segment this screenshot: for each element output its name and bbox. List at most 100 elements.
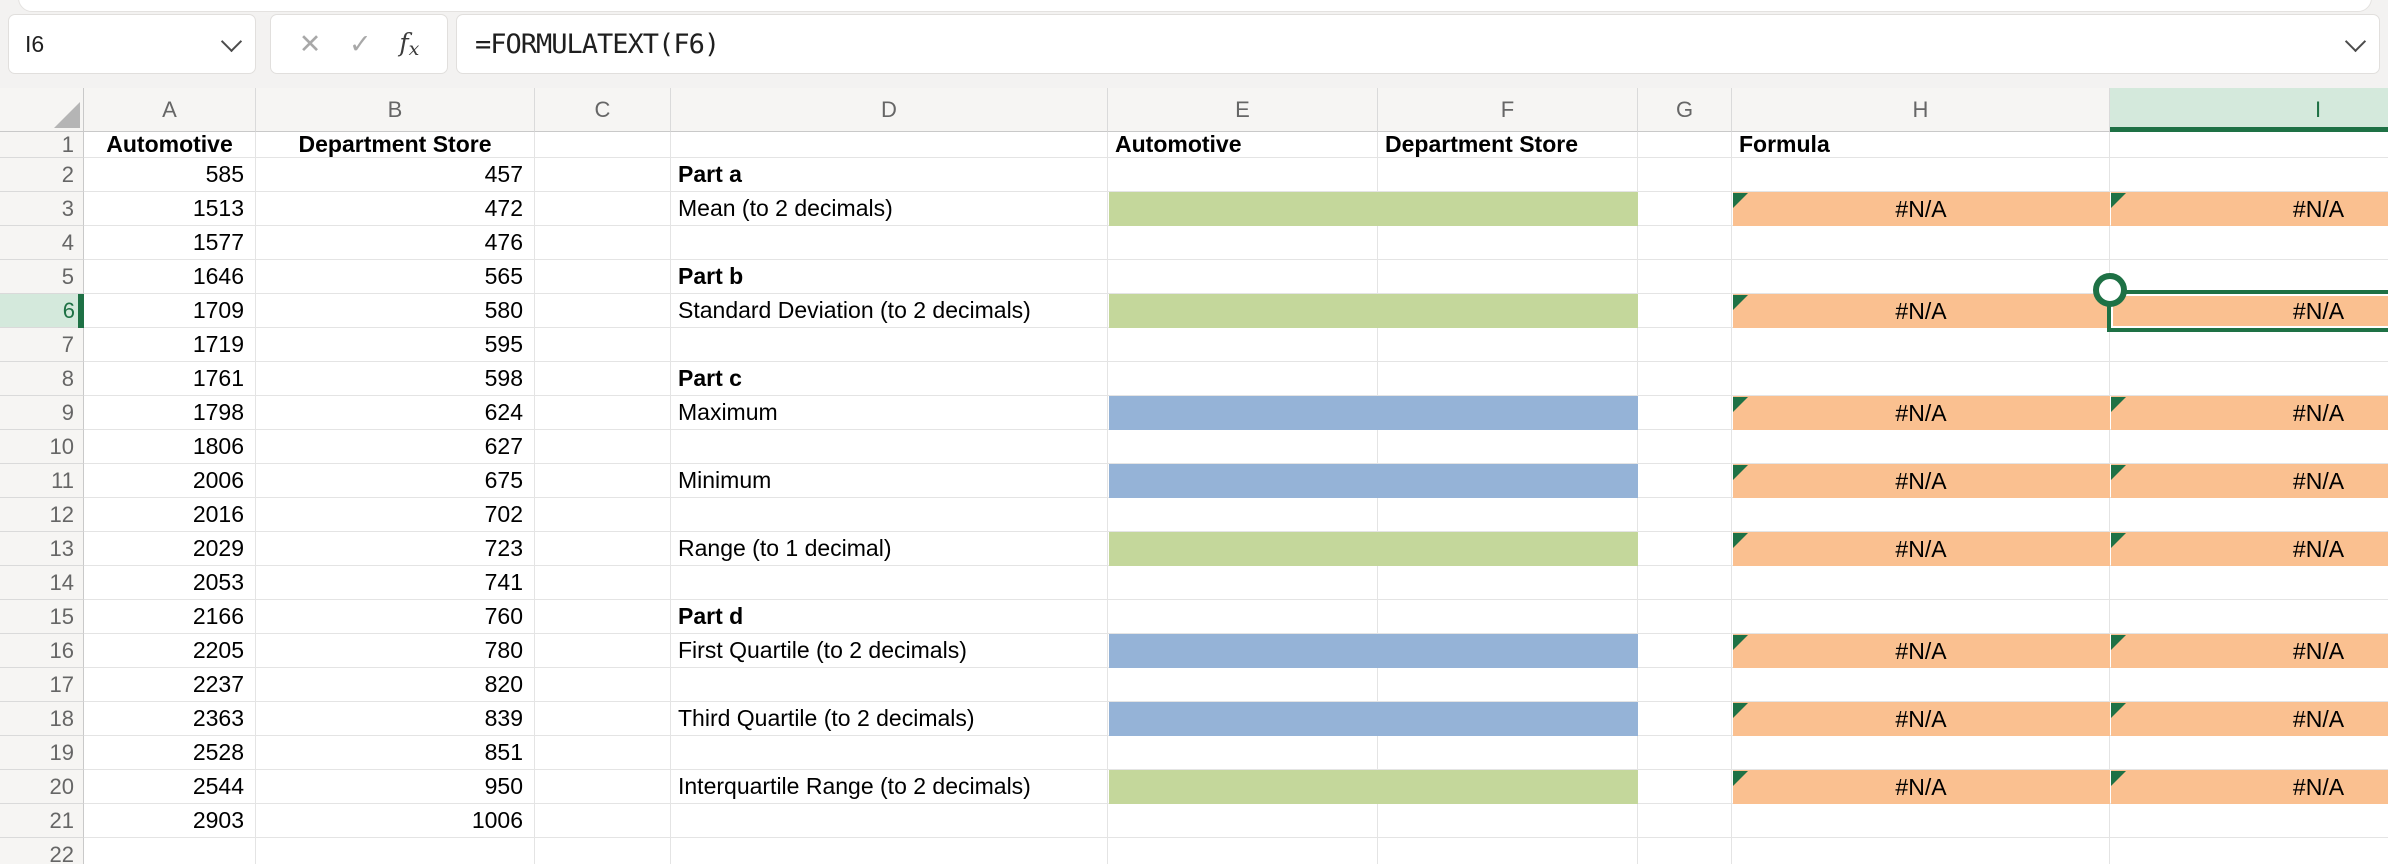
cell-C6[interactable] [535,294,671,328]
cancel-icon[interactable]: ✕ [298,28,322,59]
cell-A8[interactable]: 1761 [84,362,256,396]
merged-fill-E6-F6[interactable] [1109,294,1638,328]
cell-G14[interactable] [1638,566,1732,600]
cell-I15[interactable] [2110,600,2388,634]
cell-C21[interactable] [535,804,671,838]
cell-E15[interactable] [1108,600,1378,634]
select-all-button[interactable] [0,88,84,132]
cell-C3[interactable] [535,192,671,226]
cell-C4[interactable] [535,226,671,260]
cell-D16[interactable]: First Quartile (to 2 decimals) [671,634,1108,668]
cell-A7[interactable]: 1719 [84,328,256,362]
cell-D7[interactable] [671,328,1108,362]
column-header-C[interactable]: C [535,88,671,132]
cell-H3-error-value[interactable]: #N/A [1895,195,1947,222]
cell-E17[interactable] [1108,668,1378,702]
cell-D20[interactable]: Interquartile Range (to 2 decimals) [671,770,1108,804]
row-header-12[interactable]: 12 [0,498,84,532]
cell-A3[interactable]: 1513 [84,192,256,226]
cell-F21[interactable] [1378,804,1638,838]
cell-G13[interactable] [1638,532,1732,566]
cell-I6-error-value[interactable]: #N/A [2292,297,2345,324]
cell-B14[interactable]: 741 [256,566,535,600]
cell-I9-error-value[interactable]: #N/A [2292,399,2345,426]
cell-B9[interactable]: 624 [256,396,535,430]
cell-D5[interactable]: Part b [671,260,1108,294]
cell-A9[interactable]: 1798 [84,396,256,430]
cell-H12[interactable] [1732,498,2110,532]
cell-F2[interactable] [1378,158,1638,192]
merged-fill-E9-F9[interactable] [1109,396,1638,430]
row-header-15[interactable]: 15 [0,600,84,634]
cell-H3-error-fill[interactable] [1733,192,2110,226]
cell-G5[interactable] [1638,260,1732,294]
cell-H6-error-value[interactable]: #N/A [1895,297,1947,324]
cell-A11[interactable]: 2006 [84,464,256,498]
cell-D18[interactable]: Third Quartile (to 2 decimals) [671,702,1108,736]
cell-B4[interactable]: 476 [256,226,535,260]
cell-G4[interactable] [1638,226,1732,260]
row-header-13[interactable]: 13 [0,532,84,566]
cell-H1[interactable]: Formula [1732,132,2110,158]
cell-G10[interactable] [1638,430,1732,464]
cell-E5[interactable] [1108,260,1378,294]
cell-C8[interactable] [535,362,671,396]
cell-I12[interactable] [2110,498,2388,532]
cell-E7[interactable] [1108,328,1378,362]
cell-F10[interactable] [1378,430,1638,464]
cell-H19[interactable] [1732,736,2110,770]
cell-G18[interactable] [1638,702,1732,736]
row-header-4[interactable]: 4 [0,226,84,260]
cell-C20[interactable] [535,770,671,804]
row-header-20[interactable]: 20 [0,770,84,804]
cell-G16[interactable] [1638,634,1732,668]
cell-H9-error-fill[interactable] [1733,396,2110,430]
cell-I20-error-fill[interactable] [2111,770,2388,804]
cell-H16-error-value[interactable]: #N/A [1895,637,1947,664]
cell-I13-error-fill[interactable] [2111,532,2388,566]
cell-C9[interactable] [535,396,671,430]
row-header-21[interactable]: 21 [0,804,84,838]
cell-B6[interactable]: 580 [256,294,535,328]
insert-function-icon[interactable]: fx [399,28,420,60]
cell-F1[interactable]: Department Store [1378,132,1638,158]
cell-H11-error-value[interactable]: #N/A [1895,467,1947,494]
cell-A17[interactable]: 2237 [84,668,256,702]
cell-H8[interactable] [1732,362,2110,396]
cell-D6[interactable]: Standard Deviation (to 2 decimals) [671,294,1108,328]
cell-I22[interactable] [2110,838,2388,864]
cell-B20[interactable]: 950 [256,770,535,804]
cell-B16[interactable]: 780 [256,634,535,668]
cell-H21[interactable] [1732,804,2110,838]
merged-fill-E18-F18[interactable] [1109,702,1638,736]
formula-input[interactable]: =FORMULATEXT(F6) [456,14,2380,74]
cell-E8[interactable] [1108,362,1378,396]
merged-fill-E16-F16[interactable] [1109,634,1638,668]
cell-I7[interactable] [2110,328,2388,362]
cell-A15[interactable]: 2166 [84,600,256,634]
cell-H13-error-value[interactable]: #N/A [1895,535,1947,562]
cell-H22[interactable] [1732,838,2110,864]
cell-C5[interactable] [535,260,671,294]
cell-D19[interactable] [671,736,1108,770]
cell-B15[interactable]: 760 [256,600,535,634]
column-header-H[interactable]: H [1732,88,2110,132]
cell-H18-error-fill[interactable] [1733,702,2110,736]
cell-I21[interactable] [2110,804,2388,838]
row-header-5[interactable]: 5 [0,260,84,294]
cell-E22[interactable] [1108,838,1378,864]
cell-D10[interactable] [671,430,1108,464]
cell-H10[interactable] [1732,430,2110,464]
cell-H5[interactable] [1732,260,2110,294]
cell-D4[interactable] [671,226,1108,260]
row-header-8[interactable]: 8 [0,362,84,396]
merged-fill-E20-F20[interactable] [1109,770,1638,804]
cell-C18[interactable] [535,702,671,736]
cell-I13-error-value[interactable]: #N/A [2292,535,2345,562]
cell-G3[interactable] [1638,192,1732,226]
cell-H17[interactable] [1732,668,2110,702]
cell-G7[interactable] [1638,328,1732,362]
cell-B7[interactable]: 595 [256,328,535,362]
cell-H13-error-fill[interactable] [1733,532,2110,566]
column-header-E[interactable]: E [1108,88,1378,132]
